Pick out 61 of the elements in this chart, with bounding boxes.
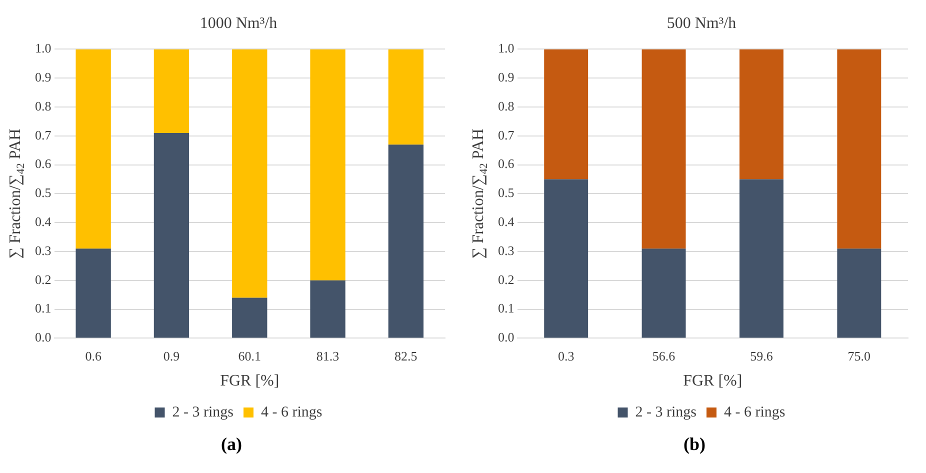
y-tick-label: 0.9	[498, 70, 514, 85]
y-tick-label: 0.1	[498, 300, 514, 316]
x-tick-label: 81.3	[316, 348, 340, 364]
bar	[232, 49, 268, 298]
y-tick-label: 0.8	[498, 98, 514, 114]
x-tick-label: 60.1	[238, 348, 261, 364]
bar	[739, 179, 784, 338]
y-tick-label: 0.6	[498, 156, 515, 172]
chart-title: 1000 Nm³/h	[200, 14, 278, 32]
bar	[310, 49, 346, 280]
text: (b)	[682, 434, 706, 455]
bar	[310, 280, 346, 338]
y-tick-label: 0.3	[498, 242, 514, 258]
x-tick-label: 82.5	[394, 348, 418, 364]
y-tick-label: 0.7	[498, 127, 515, 142]
bar	[739, 49, 784, 180]
bar	[388, 144, 424, 338]
bar	[388, 49, 424, 145]
x-tick-label: 59.6	[750, 348, 774, 364]
x-axis-title: FGR [%]	[220, 372, 280, 390]
y-tick-label: 0.5	[498, 185, 514, 200]
bar	[837, 248, 882, 338]
y-axis-title: ∑ Fraction/∑42 PAH	[7, 128, 27, 259]
y-axis-title: ∑ Fraction/∑42 PAH	[470, 128, 490, 259]
y-tick-label: 0.4	[498, 214, 515, 230]
y-tick-label: 1.0	[498, 40, 514, 56]
bar	[544, 179, 588, 338]
x-tick-label: 0.3	[558, 348, 574, 364]
y-tick-label: 0.2	[35, 272, 52, 287]
legend-label: 2 - 3 rings	[635, 404, 697, 420]
y-tick-label: 0.1	[35, 300, 52, 316]
y-tick-label: 1.0	[35, 40, 52, 56]
legend-label: 4 - 6 rings	[724, 404, 786, 420]
bar	[154, 133, 190, 338]
y-tick-label: 0.2	[498, 272, 514, 287]
y-tick-label: 0.6	[35, 156, 52, 172]
x-tick-label: 0.6	[85, 348, 102, 364]
bar	[837, 49, 882, 249]
bar	[544, 49, 588, 180]
y-tick-label: 0.3	[35, 242, 52, 258]
x-tick-label: 56.6	[652, 348, 676, 364]
bar	[642, 49, 686, 249]
bar	[76, 248, 111, 338]
y-tick-label: 0.0	[498, 330, 514, 345]
bar	[76, 49, 111, 249]
y-tick-label: 0.5	[35, 185, 52, 200]
legend-label: 4 - 6 rings	[261, 404, 322, 420]
x-axis-title: FGR [%]	[683, 372, 742, 390]
x-tick-label: 0.9	[163, 348, 180, 364]
bar	[154, 49, 190, 134]
text: (a)	[220, 434, 243, 455]
bar	[232, 298, 268, 338]
x-tick-label: 75.0	[848, 348, 871, 364]
legend-label: 2 - 3 rings	[172, 404, 234, 420]
y-tick-label: 0.4	[35, 214, 52, 230]
y-tick-label: 0.8	[35, 98, 52, 114]
chart-title: 500 Nm³/h	[666, 14, 736, 32]
y-tick-label: 0.0	[35, 330, 52, 345]
y-tick-label: 0.9	[35, 70, 52, 85]
y-tick-label: 0.7	[35, 127, 52, 142]
bar	[642, 248, 686, 338]
